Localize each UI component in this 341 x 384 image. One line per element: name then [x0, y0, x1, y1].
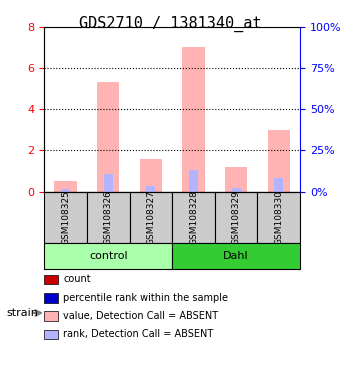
Text: rank, Detection Call = ABSENT: rank, Detection Call = ABSENT	[63, 329, 213, 339]
Text: percentile rank within the sample: percentile rank within the sample	[63, 293, 228, 303]
Bar	[274, 178, 283, 192]
FancyBboxPatch shape	[215, 192, 257, 243]
FancyBboxPatch shape	[87, 192, 130, 243]
Bar	[182, 48, 205, 192]
Text: GSM108330: GSM108330	[274, 190, 283, 245]
FancyBboxPatch shape	[172, 192, 215, 243]
Bar	[189, 170, 198, 192]
Text: GSM108329: GSM108329	[232, 190, 241, 245]
Bar	[104, 174, 113, 192]
Bar	[61, 189, 70, 192]
Text: strain: strain	[7, 308, 39, 318]
Text: GSM108328: GSM108328	[189, 190, 198, 245]
FancyBboxPatch shape	[257, 192, 300, 243]
Bar	[140, 159, 162, 192]
Bar	[225, 167, 247, 192]
Text: count: count	[63, 274, 91, 284]
FancyBboxPatch shape	[44, 192, 87, 243]
Bar	[97, 83, 119, 192]
FancyBboxPatch shape	[130, 192, 172, 243]
Text: control: control	[89, 251, 128, 261]
Text: Dahl: Dahl	[223, 251, 249, 261]
Text: GSM108327: GSM108327	[146, 190, 155, 245]
Bar	[232, 188, 241, 192]
Text: GSM108326: GSM108326	[104, 190, 113, 245]
Text: GDS2710 / 1381340_at: GDS2710 / 1381340_at	[79, 15, 262, 31]
Text: GSM108325: GSM108325	[61, 190, 70, 245]
FancyBboxPatch shape	[172, 243, 300, 269]
Bar	[146, 186, 155, 192]
FancyBboxPatch shape	[44, 243, 172, 269]
Text: value, Detection Call = ABSENT: value, Detection Call = ABSENT	[63, 311, 218, 321]
Bar	[268, 130, 290, 192]
Bar	[55, 181, 77, 192]
